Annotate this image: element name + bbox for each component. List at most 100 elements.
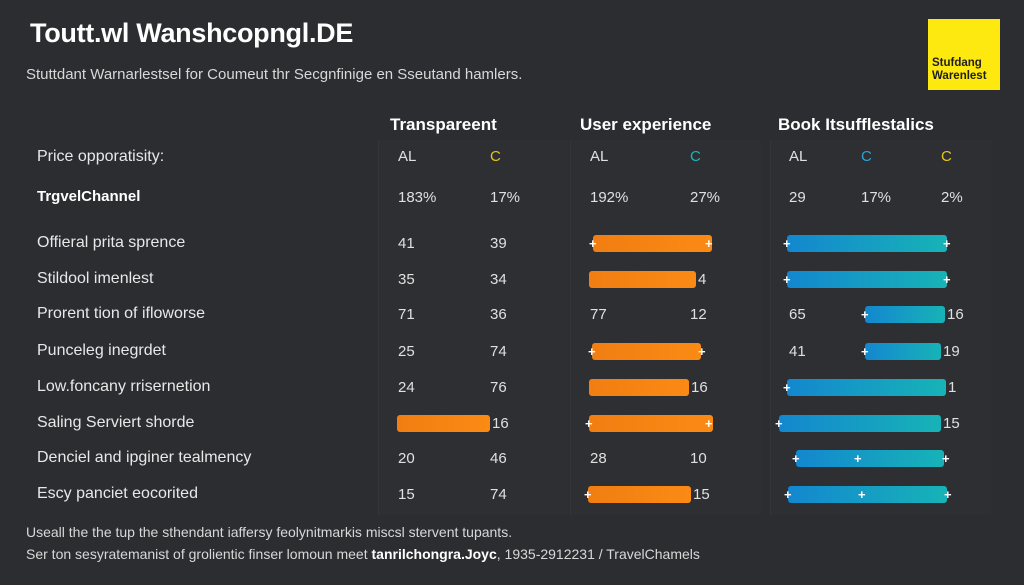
bar-end-value: 15 [693,486,710,503]
cell-value: 65 [789,306,806,323]
bar [796,450,944,467]
cell-value: 10 [690,450,707,467]
cell-value: 15 [398,486,415,503]
summary-value: 183% [398,189,437,206]
cell-value: 74 [490,343,507,360]
cell-value: 36 [490,306,507,323]
plus-marker-icon: + [944,487,952,502]
plus-marker-icon: + [792,451,800,466]
plus-marker-icon: + [588,344,596,359]
cell-value: 28 [590,450,607,467]
plus-marker-icon: + [943,272,951,287]
footer-source: , 1935-2912231 / TravelChamels [496,546,700,562]
bar [865,306,945,323]
subheader-al: AL [590,148,609,165]
badge-line-1: Stufdang [932,57,982,69]
summary-value: 2% [941,189,963,206]
badge-line-2: Warenlest [932,70,987,82]
cell-value: 34 [490,271,507,288]
plus-marker-icon: + [584,487,592,502]
bar [787,379,946,396]
subheader-c: C [861,148,872,165]
panel-transparent [378,140,569,515]
cell-value: 12 [690,306,707,323]
subheader-c: C [690,148,701,165]
row-label: Low.foncany rrisernetion [37,378,211,395]
plus-marker-icon: + [784,487,792,502]
cell-value: 25 [398,343,415,360]
panel-book [770,140,991,515]
row-label: Escy panciet eocorited [37,485,198,502]
plus-marker-icon: + [854,451,862,466]
plus-marker-icon: + [589,236,597,251]
bar [588,486,691,503]
row-label: Saling Serviert shorde [37,414,195,431]
cell-value: 20 [398,450,415,467]
panel-user-experience [570,140,761,515]
bar [589,415,713,432]
bar-end-value: 16 [691,379,708,396]
column-header-user-experience: User experience [580,115,712,134]
plus-marker-icon: + [858,487,866,502]
bar [788,486,947,503]
summary-value: 17% [861,189,892,206]
summary-value: 192% [590,189,629,206]
cell-value: 24 [398,379,415,396]
plus-marker-icon: + [705,236,713,251]
bar [787,235,947,252]
bar [397,415,490,432]
bar-end-value: 4 [698,271,707,288]
plus-marker-icon: + [783,236,791,251]
cell-value: 74 [490,486,507,503]
plus-marker-icon: + [861,307,869,322]
plus-marker-icon: + [861,344,869,359]
plus-marker-icon: + [705,416,713,431]
cell-value: 41 [789,343,806,360]
cell-value: 46 [490,450,507,467]
stiftung-warentest-badge: Stufdang Warenlest [928,19,1000,90]
subheader-al: AL [789,148,808,165]
summary-value: 17% [490,189,521,206]
plus-marker-icon: + [783,272,791,287]
summary-value: 27% [690,189,721,206]
cell-value: 39 [490,235,507,252]
plus-marker-icon: + [698,344,706,359]
page-title: Toutt.wl Wanshcopngl.DE [30,18,354,48]
bar [589,379,689,396]
subheader-c: C [490,148,501,165]
bar-end-value: 15 [943,415,960,432]
bar [787,271,947,288]
footer-line-1: Useall the the tup the sthendant iaffers… [26,524,513,540]
plus-marker-icon: + [585,416,593,431]
cell-value: 71 [398,306,415,323]
cell-value: 35 [398,271,415,288]
footer-line-2: Ser ton sesyratemanist of grolientic fin… [26,546,700,562]
row-label: Prorent tion of ifloworse [37,305,206,322]
page-subtitle: Stuttdant Warnarlestsel for Coumeut thr … [26,66,523,83]
bar-end-value: 16 [947,306,964,323]
plus-marker-icon: + [783,380,791,395]
bar [589,271,696,288]
bar [865,343,941,360]
bar-end-value: 1 [948,379,957,396]
price-opportunity-label: Price opporatisity: [37,148,165,165]
plus-marker-icon: + [775,416,783,431]
bar [593,235,712,252]
bar-end-value: 19 [943,343,960,360]
bar-end-value: 16 [492,415,509,432]
subheader-c: C [941,148,952,165]
channel-label: TrgvelChannel [37,188,141,205]
column-header-transparent: Transpareent [390,115,497,134]
plus-marker-icon: + [943,236,951,251]
plus-marker-icon: + [942,451,950,466]
summary-value: 29 [789,189,806,206]
row-label: Denciel and ipginer tealmency [37,449,252,466]
bar [779,415,941,432]
bar [592,343,701,360]
column-header-book: Book Itsufflestalics [778,115,934,134]
row-label: Offieral prita sprence [37,234,186,251]
cell-value: 77 [590,306,607,323]
cell-value: 76 [490,379,507,396]
cell-value: 41 [398,235,415,252]
footer-text: Ser ton sesyratemanist of grolientic fin… [26,546,372,562]
